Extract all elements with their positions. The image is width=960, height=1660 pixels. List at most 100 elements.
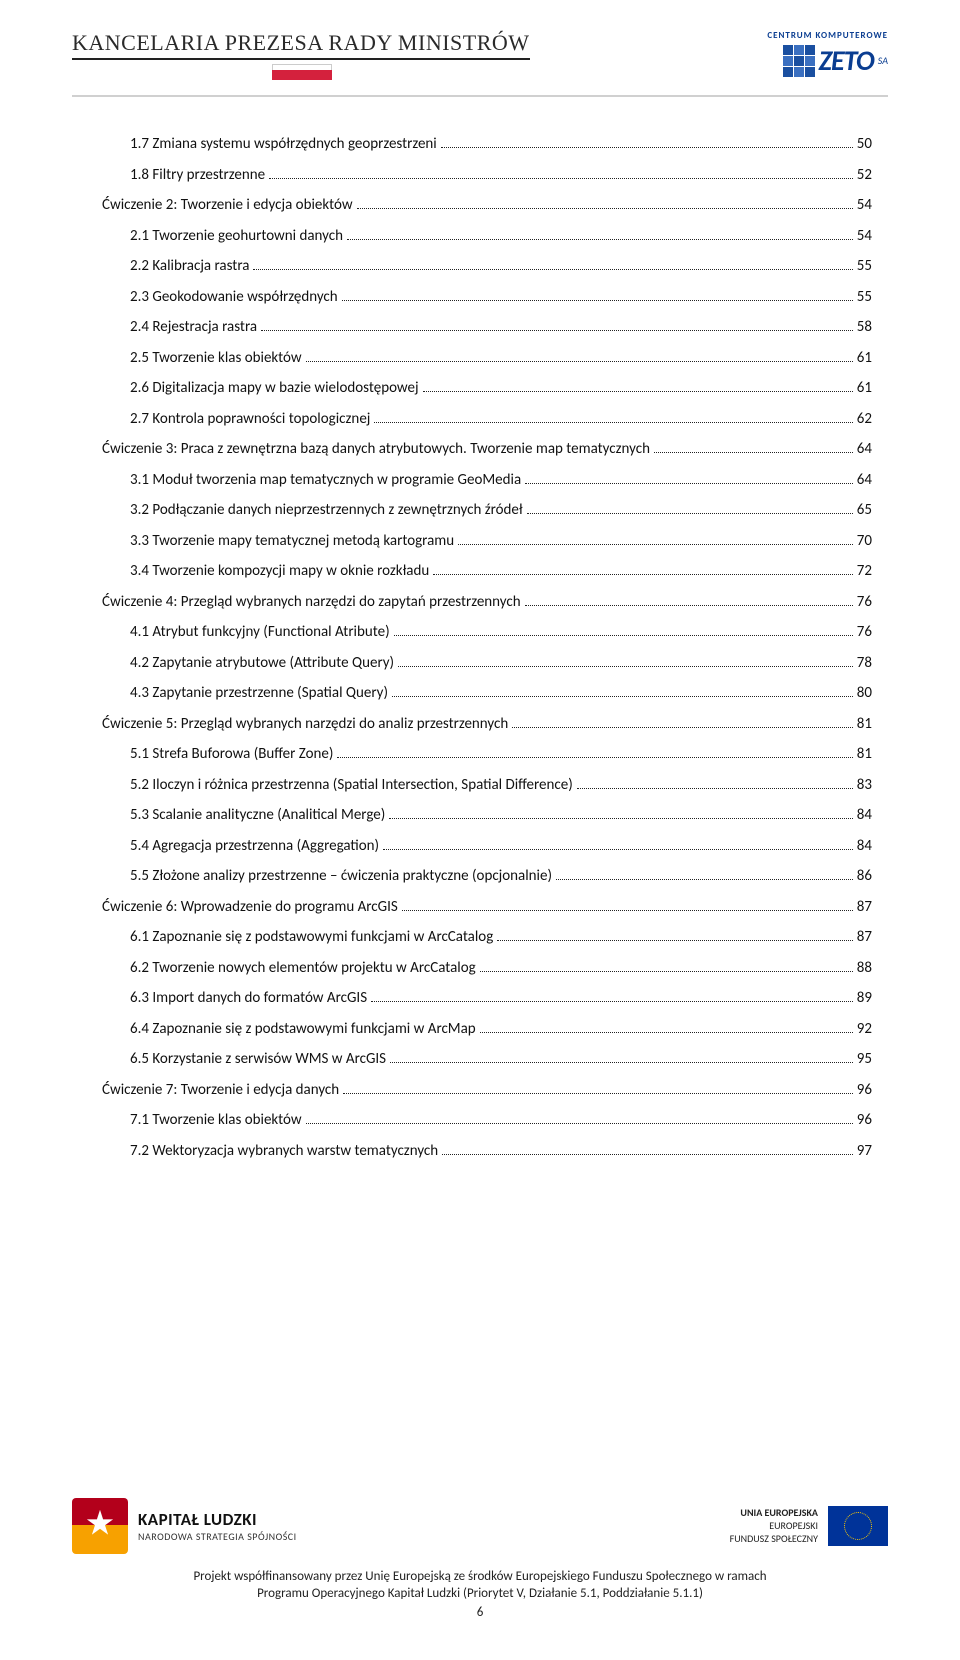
toc-leader: [423, 391, 853, 392]
footer-funding-text: Projekt współfinansowany przez Unię Euro…: [72, 1568, 888, 1603]
kapital-line2: NARODOWA STRATEGIA SPÓJNOŚCI: [138, 1530, 297, 1543]
toc-page: 76: [857, 595, 872, 610]
toc-label: Ćwiczenie 4: Przegląd wybranych narzędzi…: [102, 595, 521, 610]
toc-row: 2.7 Kontrola poprawności topologicznej62: [130, 412, 872, 427]
toc-row: Ćwiczenie 2: Tworzenie i edycja obiektów…: [102, 198, 872, 213]
toc-page: 81: [857, 747, 872, 762]
toc-label: 2.7 Kontrola poprawności topologicznej: [130, 412, 370, 427]
toc-page: 65: [857, 503, 872, 518]
toc-leader: [392, 696, 853, 697]
toc-page: 70: [857, 534, 872, 549]
toc-page: 97: [857, 1144, 872, 1159]
toc-page: 64: [857, 442, 872, 457]
toc-row: 6.4 Zapoznanie się z podstawowymi funkcj…: [130, 1022, 872, 1037]
org-name: KANCELARIA PREZESA RADY MINISTRÓW: [72, 30, 530, 60]
toc-label: 1.7 Zmiana systemu współrzędnych geoprze…: [130, 137, 437, 152]
toc-row: 7.2 Wektoryzacja wybranych warstw tematy…: [130, 1144, 872, 1159]
partner-logo: ZETO SA: [767, 43, 888, 78]
toc-label: 4.1 Atrybut funkcyjny (Functional Atribu…: [130, 625, 390, 640]
toc-page: 52: [857, 168, 872, 183]
toc-leader: [497, 940, 853, 941]
toc-label: 2.1 Tworzenie geohurtowni danych: [130, 229, 343, 244]
toc-label: 2.4 Rejestracja rastra: [130, 320, 257, 335]
toc-row: 4.2 Zapytanie atrybutowe (Attribute Quer…: [130, 656, 872, 671]
toc-leader: [390, 1062, 853, 1063]
toc-leader: [394, 635, 853, 636]
partner-block: CENTRUM KOMPUTEROWE ZETO SA: [767, 30, 888, 78]
toc-row: 6.5 Korzystanie z serwisów WMS w ArcGIS9…: [130, 1052, 872, 1067]
toc-page: 84: [857, 808, 872, 823]
toc-leader: [306, 361, 853, 362]
toc-row: 5.2 Iloczyn i różnica przestrzenna (Spat…: [130, 778, 872, 793]
toc-row: 6.1 Zapoznanie się z podstawowymi funkcj…: [130, 930, 872, 945]
toc-label: 6.3 Import danych do formatów ArcGIS: [130, 991, 367, 1006]
toc-row: 2.2 Kalibracja rastra55: [130, 259, 872, 274]
toc-label: 1.8 Filtry przestrzenne: [130, 168, 265, 183]
toc-row: Ćwiczenie 4: Przegląd wybranych narzędzi…: [102, 595, 872, 610]
toc-leader: [433, 574, 853, 575]
toc-leader: [347, 239, 853, 240]
toc-leader: [512, 727, 853, 728]
toc-row: Ćwiczenie 6: Wprowadzenie do programu Ar…: [102, 900, 872, 915]
kapital-line1: KAPITAŁ LUDZKI: [138, 1509, 297, 1530]
toc-label: 5.4 Agregacja przestrzenna (Aggregation): [130, 839, 379, 854]
toc-row: Ćwiczenie 3: Praca z zewnętrzna bazą dan…: [102, 442, 872, 457]
toc-leader: [357, 208, 853, 209]
org-block: KANCELARIA PREZESA RADY MINISTRÓW: [72, 30, 530, 85]
toc-page: 81: [857, 717, 872, 732]
toc-leader: [343, 1093, 853, 1094]
table-of-contents: 1.7 Zmiana systemu współrzędnych geoprze…: [0, 97, 960, 1159]
toc-label: 2.3 Geokodowanie współrzędnych: [130, 290, 338, 305]
toc-page: 50: [857, 137, 872, 152]
toc-row: 2.4 Rejestracja rastra 58: [130, 320, 872, 335]
toc-label: 4.3 Zapytanie przestrzenne (Spatial Quer…: [130, 686, 388, 701]
toc-leader: [342, 300, 853, 301]
toc-page: 80: [857, 686, 872, 701]
kapital-text: KAPITAŁ LUDZKI NARODOWA STRATEGIA SPÓJNO…: [138, 1509, 297, 1543]
toc-page: 76: [857, 625, 872, 640]
toc-row: 3.1 Moduł tworzenia map tematycznych w p…: [130, 473, 872, 488]
eu-text: UNIA EUROPEJSKA EUROPEJSKI FUNDUSZ SPOŁE…: [730, 1506, 818, 1545]
page-number: 6: [72, 1605, 888, 1620]
toc-row: 5.4 Agregacja przestrzenna (Aggregation)…: [130, 839, 872, 854]
toc-label: 2.5 Tworzenie klas obiektów: [130, 351, 302, 366]
toc-row: Ćwiczenie 7: Tworzenie i edycja danych 96: [102, 1083, 872, 1098]
toc-leader: [577, 788, 853, 789]
toc-label: Ćwiczenie 7: Tworzenie i edycja danych: [102, 1083, 339, 1098]
toc-leader: [374, 422, 852, 423]
eu-flag-icon: [828, 1506, 888, 1546]
eu-logo-block: UNIA EUROPEJSKA EUROPEJSKI FUNDUSZ SPOŁE…: [730, 1506, 888, 1546]
toc-leader: [525, 483, 853, 484]
flag-row: [72, 64, 530, 85]
toc-leader: [525, 605, 853, 606]
footer-logos: KAPITAŁ LUDZKI NARODOWA STRATEGIA SPÓJNO…: [72, 1498, 888, 1554]
toc-row: 2.1 Tworzenie geohurtowni danych 54: [130, 229, 872, 244]
partner-name: ZETO: [819, 43, 874, 78]
toc-leader: [337, 757, 852, 758]
toc-row: 1.8 Filtry przestrzenne 52: [130, 168, 872, 183]
toc-leader: [261, 330, 853, 331]
toc-label: 6.2 Tworzenie nowych elementów projektu …: [130, 961, 476, 976]
toc-label: 3.2 Podłączanie danych nieprzestrzennych…: [130, 503, 523, 518]
toc-label: 3.3 Tworzenie mapy tematycznej metodą ka…: [130, 534, 454, 549]
toc-page: 88: [857, 961, 872, 976]
partner-suffix: SA: [878, 54, 888, 67]
toc-page: 61: [857, 381, 872, 396]
toc-page: 54: [857, 229, 872, 244]
toc-leader: [441, 147, 853, 148]
toc-page: 61: [857, 351, 872, 366]
toc-page: 55: [857, 259, 872, 274]
toc-row: 3.2 Podłączanie danych nieprzestrzennych…: [130, 503, 872, 518]
toc-leader: [442, 1154, 853, 1155]
toc-row: Ćwiczenie 5: Przegląd wybranych narzędzi…: [102, 717, 872, 732]
toc-page: 58: [857, 320, 872, 335]
toc-page: 96: [857, 1083, 872, 1098]
toc-row: 3.3 Tworzenie mapy tematycznej metodą ka…: [130, 534, 872, 549]
kapital-star-icon: [72, 1498, 128, 1554]
toc-row: 2.6 Digitalizacja mapy w bazie wielodost…: [130, 381, 872, 396]
toc-leader: [556, 879, 853, 880]
toc-leader: [480, 971, 853, 972]
toc-label: Ćwiczenie 6: Wprowadzenie do programu Ar…: [102, 900, 398, 915]
toc-page: 89: [857, 991, 872, 1006]
toc-label: 6.1 Zapoznanie się z podstawowymi funkcj…: [130, 930, 493, 945]
